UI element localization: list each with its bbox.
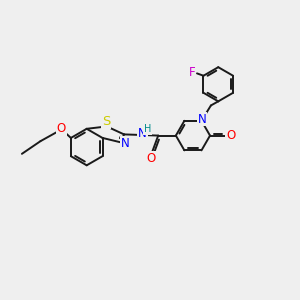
Text: O: O bbox=[56, 122, 66, 135]
Text: S: S bbox=[102, 115, 110, 128]
Text: N: N bbox=[138, 127, 147, 140]
Text: F: F bbox=[188, 66, 195, 79]
Text: O: O bbox=[146, 152, 156, 165]
Text: O: O bbox=[226, 129, 235, 142]
Text: N: N bbox=[121, 137, 129, 150]
Text: H: H bbox=[144, 124, 151, 134]
Text: N: N bbox=[198, 112, 206, 125]
